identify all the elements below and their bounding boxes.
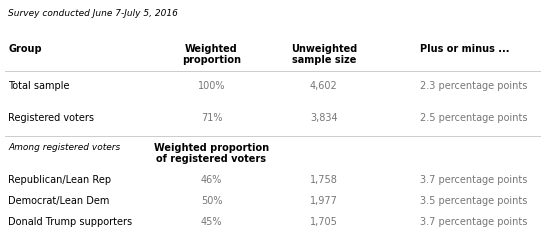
Text: Survey conducted June 7-July 5, 2016: Survey conducted June 7-July 5, 2016 [8, 9, 178, 18]
Text: Total sample: Total sample [8, 81, 70, 91]
Text: 50%: 50% [201, 196, 222, 206]
Text: 1,705: 1,705 [310, 216, 338, 227]
Text: Weighted proportion
of registered voters: Weighted proportion of registered voters [154, 143, 269, 164]
Text: Democrat/Lean Dem: Democrat/Lean Dem [8, 196, 110, 206]
Text: 2.5 percentage points: 2.5 percentage points [420, 113, 527, 123]
Text: Registered voters: Registered voters [8, 113, 94, 123]
Text: 46%: 46% [201, 175, 222, 185]
Text: 3,834: 3,834 [310, 113, 337, 123]
Text: 45%: 45% [201, 216, 222, 227]
Text: 100%: 100% [198, 81, 225, 91]
Text: Group: Group [8, 44, 41, 54]
Text: Unweighted
sample size: Unweighted sample size [290, 44, 357, 65]
Text: Donald Trump supporters: Donald Trump supporters [8, 216, 132, 227]
Text: 3.7 percentage points: 3.7 percentage points [420, 216, 527, 227]
Text: 1,977: 1,977 [310, 196, 338, 206]
Text: Weighted
proportion: Weighted proportion [182, 44, 241, 65]
Text: 71%: 71% [201, 113, 222, 123]
Text: 4,602: 4,602 [310, 81, 338, 91]
Text: 3.5 percentage points: 3.5 percentage points [420, 196, 527, 206]
Text: Republican/Lean Rep: Republican/Lean Rep [8, 175, 111, 185]
Text: 3.7 percentage points: 3.7 percentage points [420, 175, 527, 185]
Text: 1,758: 1,758 [310, 175, 338, 185]
Text: Among registered voters: Among registered voters [8, 143, 120, 152]
Text: 2.3 percentage points: 2.3 percentage points [420, 81, 527, 91]
Text: Plus or minus ...: Plus or minus ... [420, 44, 509, 54]
